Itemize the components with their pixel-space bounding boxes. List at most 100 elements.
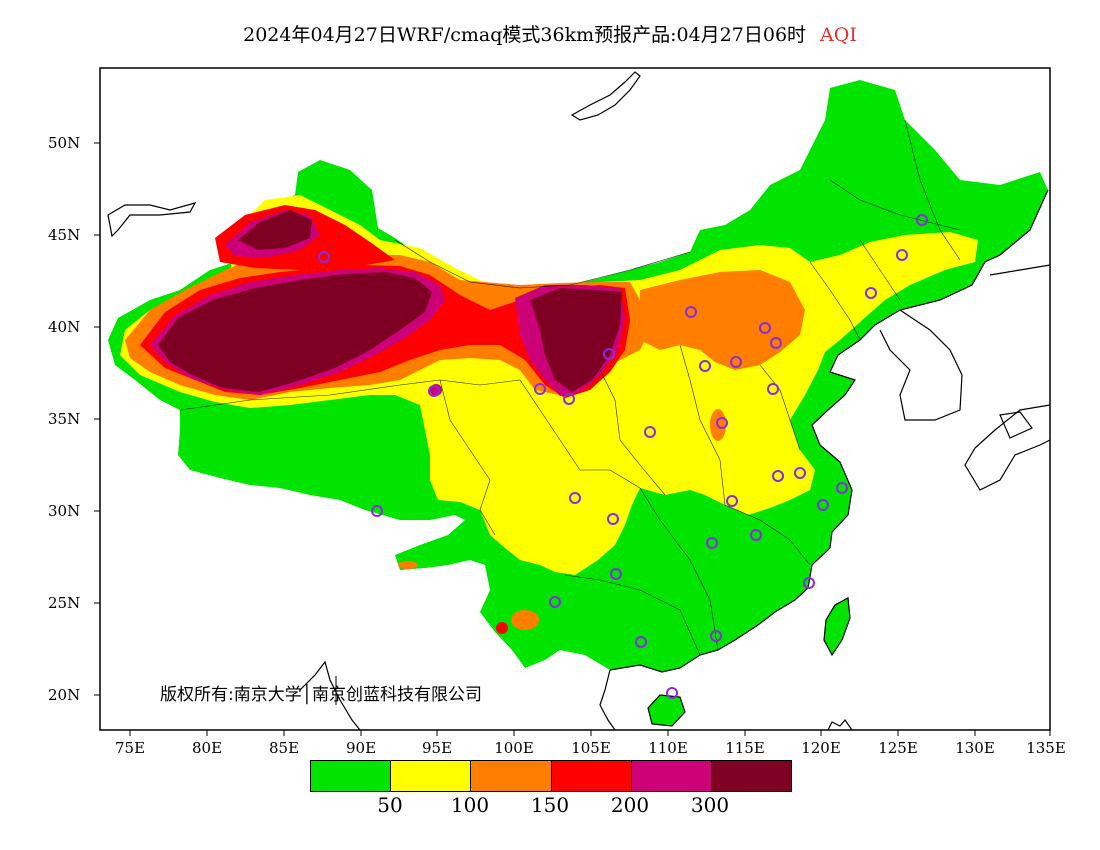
japan-outline [964,404,1050,491]
province-boundary [599,369,666,496]
station-marker [916,214,928,226]
aqi-zone-hazardous-dzungaria [238,210,312,250]
legend-swatch-hazardous [711,761,792,791]
legend-swatch-very-unhealthy [631,761,712,791]
taiwan-outline [823,597,851,657]
y-tick-label: 25N [48,594,81,612]
legend-swatch-good [311,761,392,791]
aqi-zone-taiwan [824,598,850,655]
legend-label: 50 [377,793,403,817]
x-tick-label: 95E [421,739,453,757]
province-boundary [904,119,961,261]
province-boundary [519,379,641,489]
station-marker [569,492,581,504]
station-marker [759,322,771,334]
philippines-coast [827,719,853,730]
station-marker [603,348,615,360]
x-tick-label: 85E [268,739,300,757]
province-boundary [759,364,801,451]
coastline-east [609,189,1049,673]
station-marker [549,596,561,608]
x-tick-label: 115E [725,739,765,757]
province-boundary [394,239,691,289]
y-tick-label: 50N [48,134,81,152]
station-marker [836,482,848,494]
station-marker [710,630,722,642]
bay-bengal-coast [299,660,361,730]
title-product: AQI [820,24,857,46]
province-boundary [859,239,901,301]
aqi-spot [511,610,539,630]
station-marker [803,577,815,589]
station-marker [865,287,877,299]
station-marker [730,356,742,368]
hainan-outline [647,694,686,727]
station-marker [750,529,762,541]
station-marker [644,426,656,438]
station-marker [726,495,738,507]
x-tick-label: 120E [801,739,841,757]
x-tick-label: 135E [1026,739,1066,757]
legend-label: 200 [610,793,650,817]
station-marker [318,251,330,263]
province-boundary [179,379,521,411]
lake-balkhash [107,202,197,238]
province-boundary [639,487,719,651]
legend-swatch-usg [471,761,552,791]
copyright-text: 版权所有:南京大学│南京创蓝科技有限公司 [160,685,482,705]
station-marker [896,249,908,261]
x-tick-label: 105E [571,739,611,757]
map-frame [99,67,1051,731]
map-title: 2024年04月27日WRF/cmaq模式36km预报产品:04月27日06时 A… [0,20,1100,47]
station-marker [666,687,678,699]
title-main: 2024年04月27日WRF/cmaq模式36km预报产品:04月27日06时 [243,24,807,46]
x-tick-label: 75E [114,739,146,757]
aqi-zone-hazardous-taklimakan [158,272,432,392]
aqi-spot [496,622,508,634]
color-legend [310,760,792,792]
legend-label: 100 [450,793,490,817]
x-tick-label: 80E [191,739,223,757]
province-boundary [724,504,811,566]
y-tick-label: 30N [48,502,81,520]
y-tick-label: 20N [48,686,81,704]
x-tick-label: 130E [955,739,995,757]
x-tick-label: 100E [494,739,534,757]
station-marker [607,513,619,525]
station-marker [428,385,440,397]
province-boundary [809,261,861,341]
y-tick-label: 35N [48,410,81,428]
aqi-zone-usg-ncp [640,270,805,370]
station-marker [794,467,806,479]
station-marker [716,417,728,429]
province-boundary [564,574,701,656]
korea-outline [879,309,963,421]
station-marker [610,568,622,580]
aqi-zone-sichuan [545,448,630,528]
station-marker [699,360,711,372]
japan-kyushu [999,411,1033,439]
province-boundary [679,344,726,506]
vietnam-coast [599,669,616,730]
station-marker [770,337,782,349]
x-tick-label: 110E [648,739,688,757]
japan-north [989,264,1050,276]
station-marker [371,505,383,517]
station-marker [767,383,779,395]
station-marker [685,306,697,318]
x-tick-label: 90E [345,739,377,757]
legend-swatch-unhealthy [551,761,632,791]
station-marker [772,470,784,482]
aqi-zone-hazardous-gobi [530,288,622,392]
legend-label: 150 [530,793,570,817]
legend-label: 300 [690,793,730,817]
station-marker [706,537,718,549]
aqi-zone-hainan [648,695,685,726]
province-boundary [829,179,961,231]
station-marker [817,499,829,511]
aqi-spot [398,561,418,569]
station-marker [563,393,575,405]
province-boundary [439,379,496,536]
station-marker [635,636,647,648]
